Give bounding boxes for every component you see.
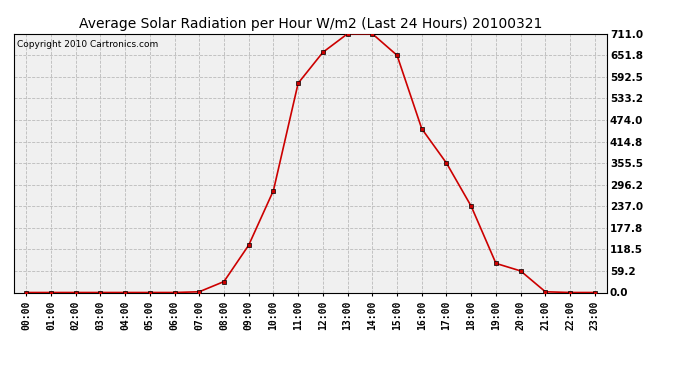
Text: Copyright 2010 Cartronics.com: Copyright 2010 Cartronics.com — [17, 40, 158, 49]
Title: Average Solar Radiation per Hour W/m2 (Last 24 Hours) 20100321: Average Solar Radiation per Hour W/m2 (L… — [79, 17, 542, 31]
